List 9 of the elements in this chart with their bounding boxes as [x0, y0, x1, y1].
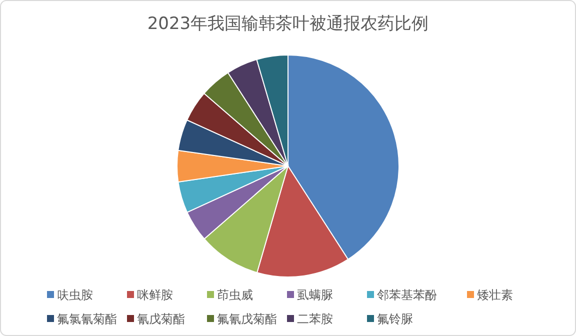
legend-label: 氟铃脲	[377, 312, 413, 326]
chart-title: 2023年我国输韩茶叶被通报农药比例	[147, 14, 429, 34]
legend-label: 茚虫威	[217, 288, 253, 302]
legend-label: 虱螨脲	[297, 288, 333, 302]
legend-label: 咪鲜胺	[137, 288, 173, 302]
legend-label: 呋虫胺	[57, 288, 93, 302]
legend-label: 氰戊菊酯	[137, 312, 185, 326]
legend-label: 二苯胺	[297, 312, 333, 326]
legend-label: 矮壮素	[477, 288, 513, 302]
